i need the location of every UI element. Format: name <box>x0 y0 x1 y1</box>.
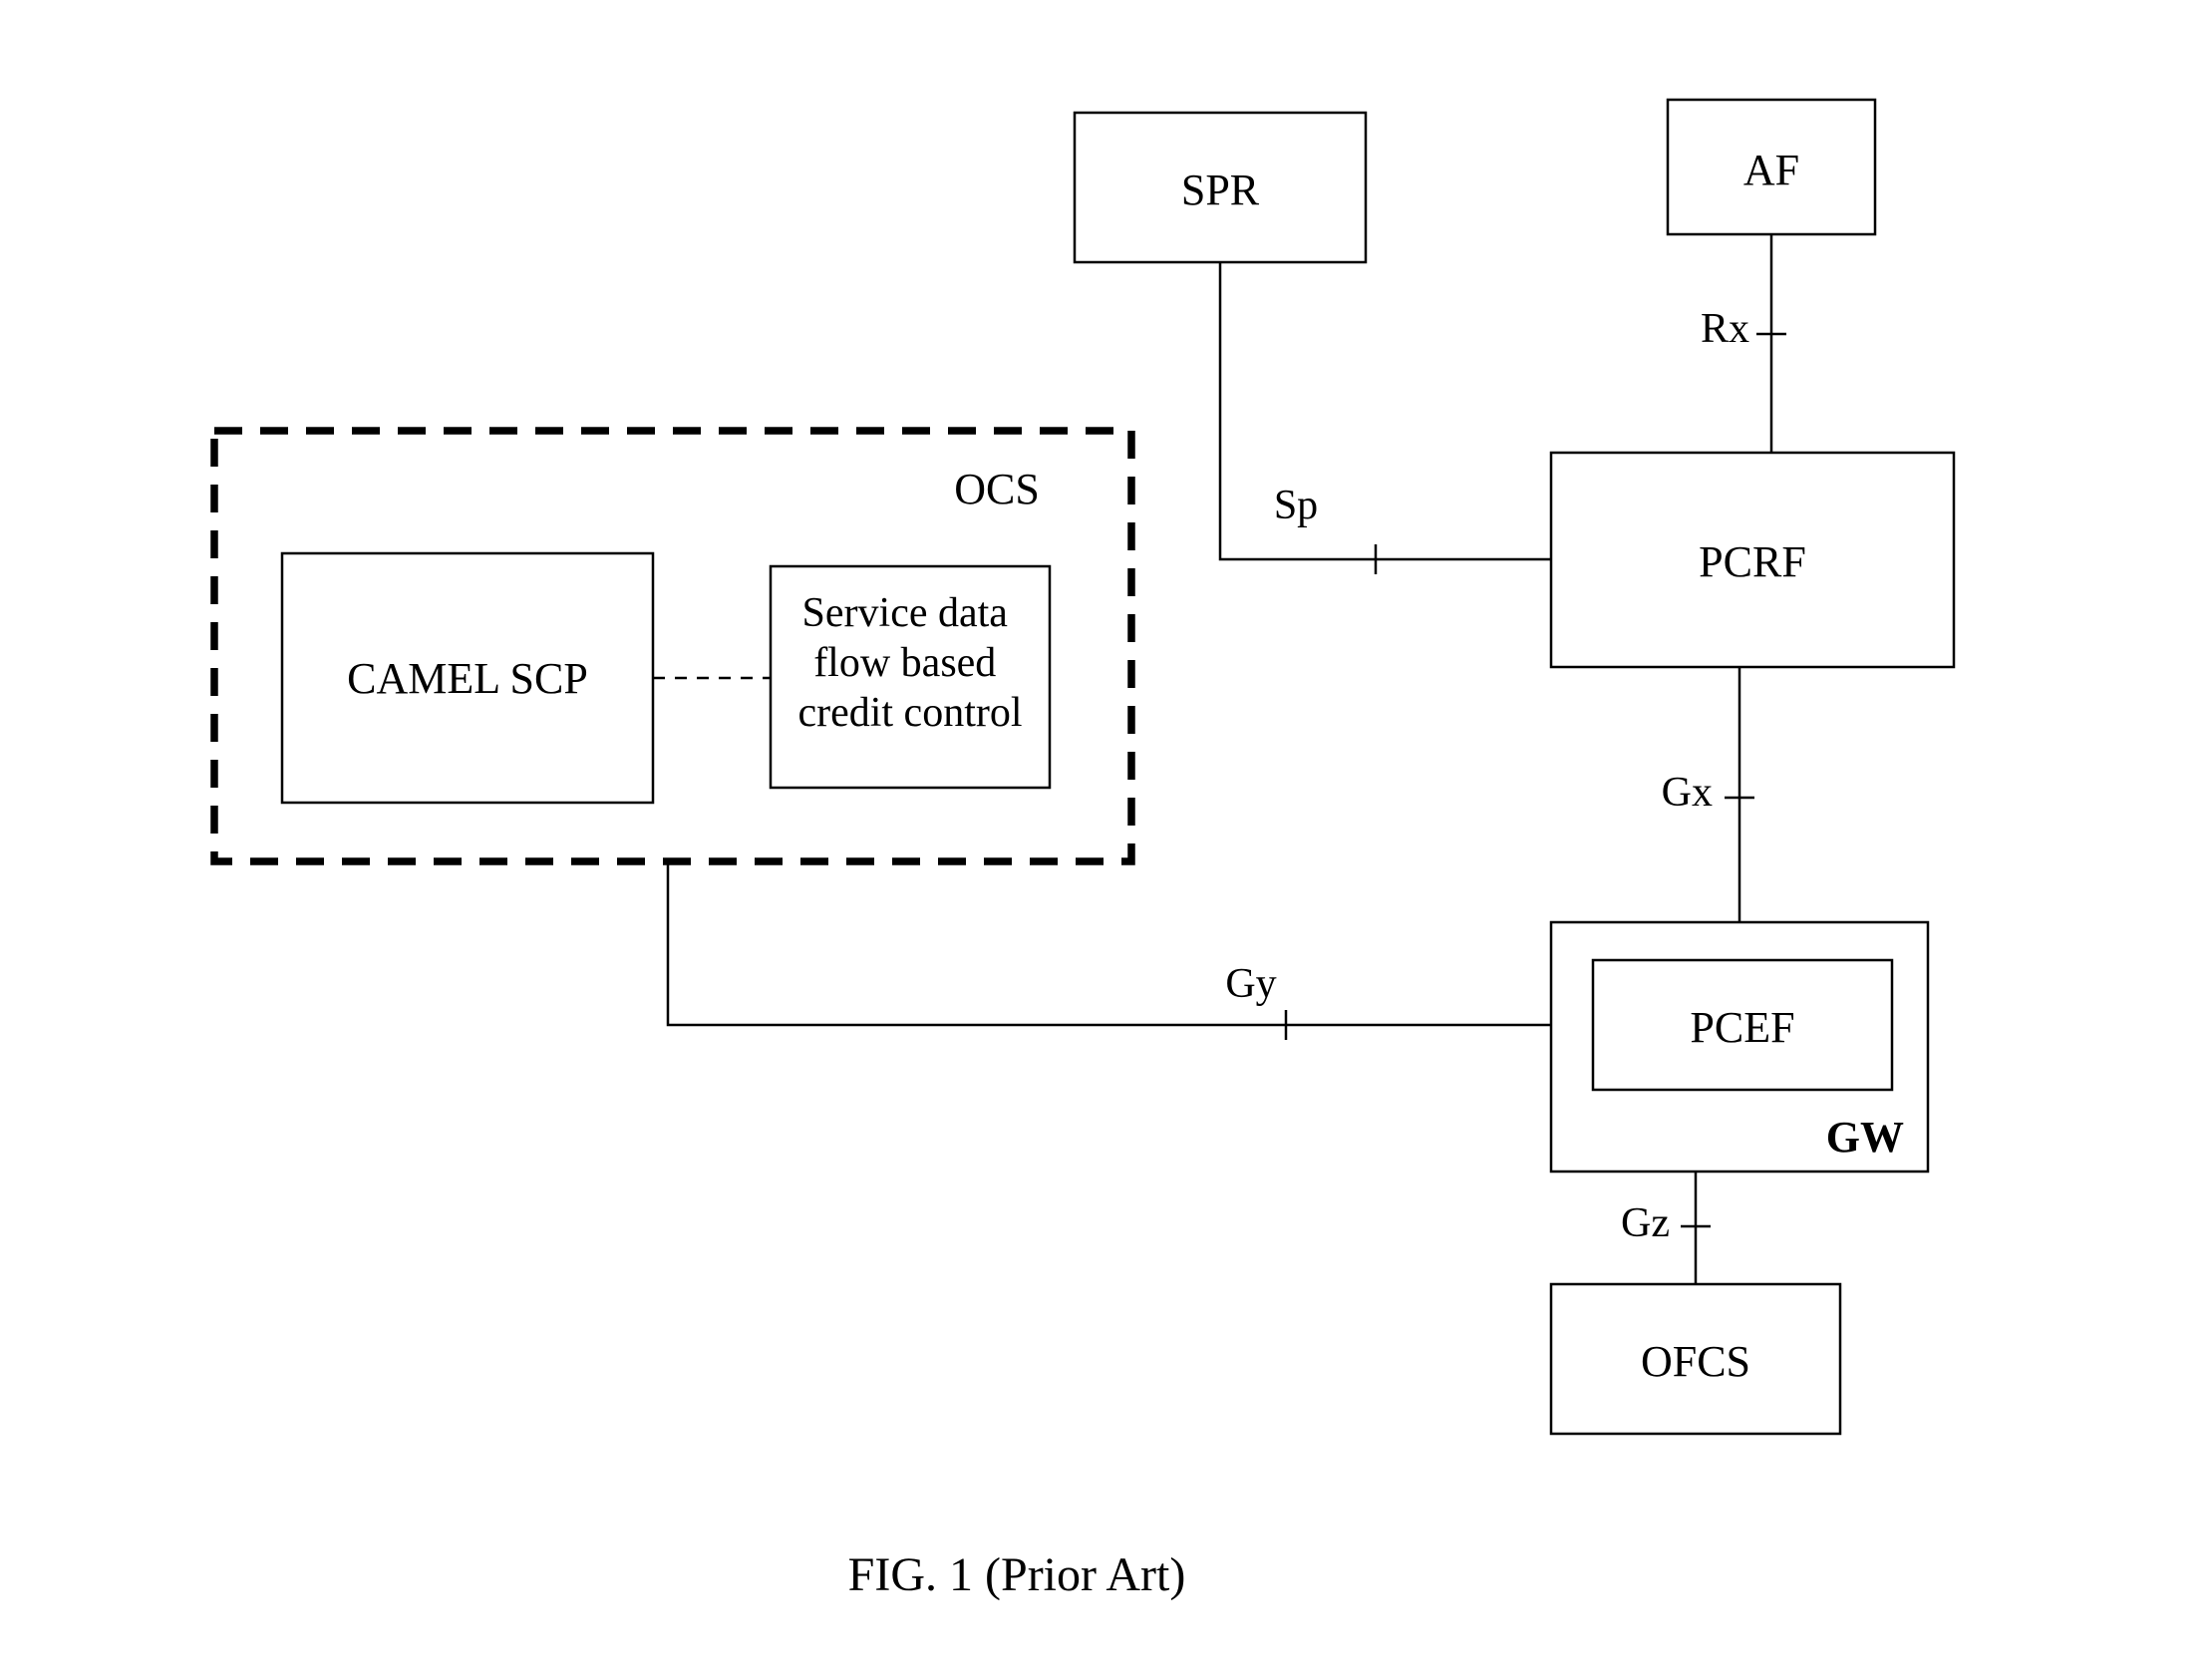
edge-gy <box>668 861 1551 1025</box>
edge-rx-label: Rx <box>1701 306 1749 352</box>
node-sdf-label: Service data flow based credit control <box>797 590 1022 736</box>
edge-gx-label: Gx <box>1662 770 1713 816</box>
node-sdf-line3: credit control <box>797 690 1022 736</box>
node-ofcs-label: OFCS <box>1641 1337 1750 1386</box>
node-camel-label: CAMEL SCP <box>347 654 588 703</box>
node-pcrf-label: PCRF <box>1699 537 1806 586</box>
edge-sp-label: Sp <box>1274 483 1318 528</box>
node-gw-label: GW <box>1826 1113 1904 1162</box>
node-ocs-label: OCS <box>954 465 1040 513</box>
node-pcef-label: PCEF <box>1690 1003 1794 1052</box>
node-af-label: AF <box>1743 146 1799 194</box>
edge-gz-label: Gz <box>1621 1200 1670 1246</box>
edge-sp <box>1220 262 1551 559</box>
node-sdf-line2: flow based <box>813 640 996 686</box>
node-sdf-line1: Service data <box>802 590 1009 636</box>
diagram-canvas: OCS CAMEL SCP Service data flow based cr… <box>0 0 2212 1678</box>
node-spr-label: SPR <box>1181 166 1260 214</box>
figure-caption: FIG. 1 (Prior Art) <box>848 1548 1186 1601</box>
edge-gy-label: Gy <box>1225 961 1276 1007</box>
